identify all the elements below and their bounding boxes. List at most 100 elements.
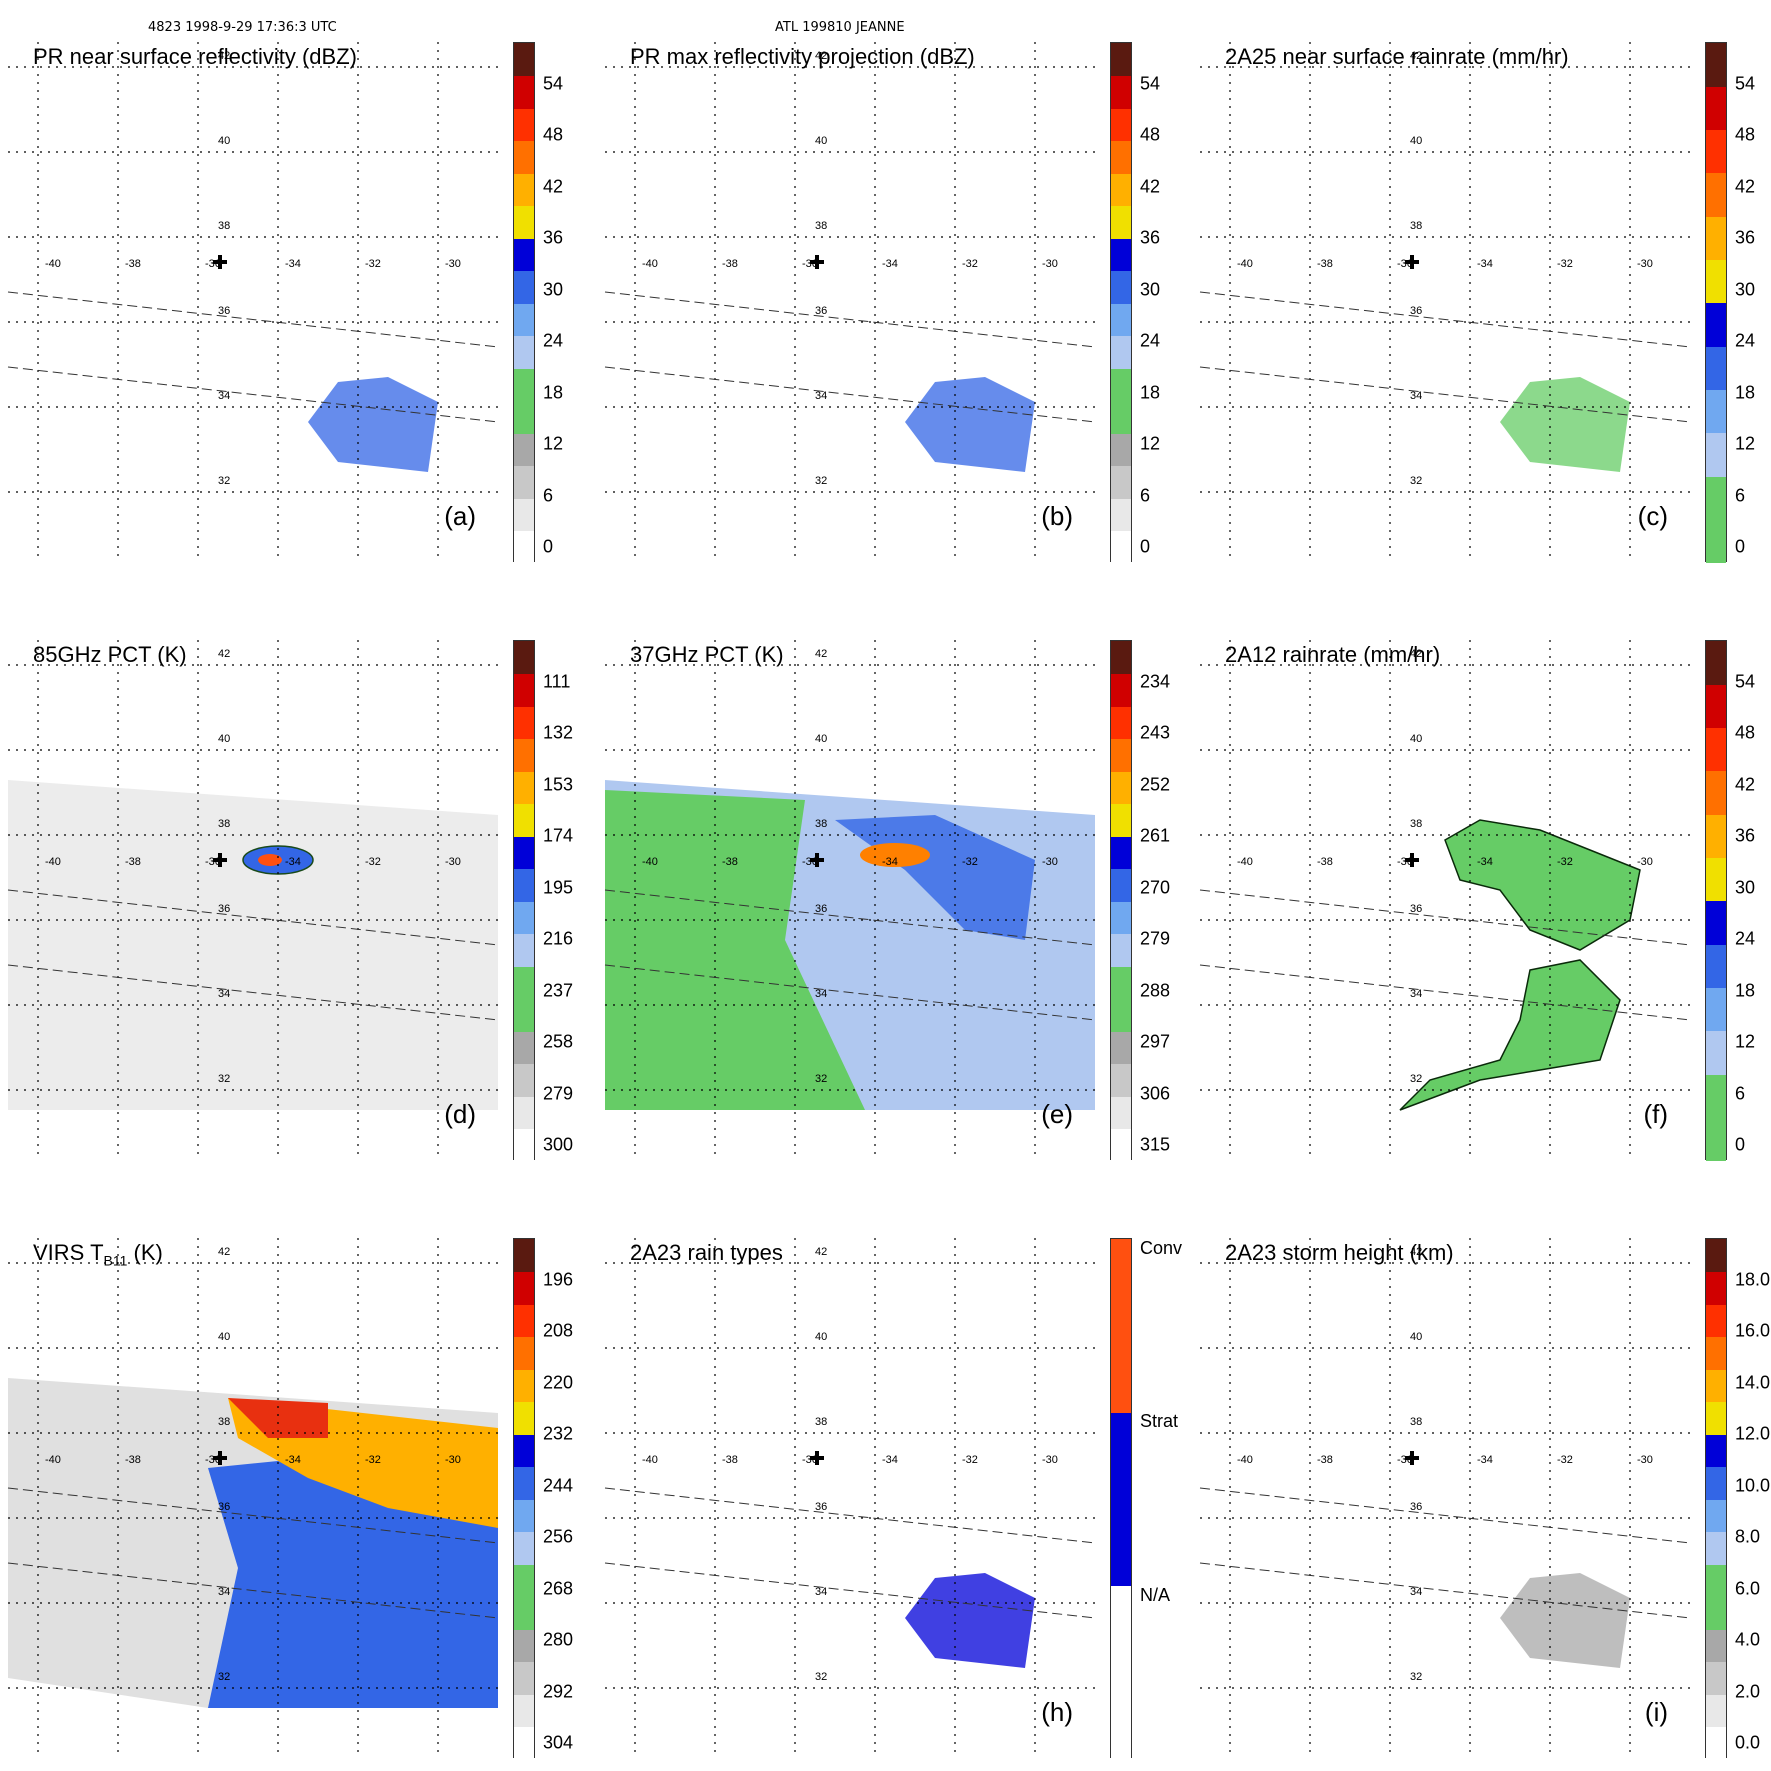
lon-label: -34	[1477, 1454, 1493, 1466]
lon-label: -32	[1557, 856, 1573, 868]
lon-label: -30	[1042, 258, 1058, 270]
storm-name-label: ATL 199810 JEANNE	[775, 20, 905, 35]
lon-label: -30	[1637, 258, 1653, 270]
lon-label: -34	[285, 1454, 301, 1466]
lon-label: -38	[125, 258, 141, 270]
colorbar-segment	[1111, 465, 1131, 499]
colorbar-tick-label: 54	[1140, 73, 1161, 93]
precip-echo	[308, 377, 438, 472]
panel-i: -40 -38 -36 -34 -32 -30 32 34 36 38 40 42 2A23 storm…	[1199, 1238, 1770, 1760]
colorbar-tick-label: 18	[1140, 382, 1161, 402]
lon-label: -34	[882, 258, 898, 270]
colorbar-tick-label: 24	[543, 330, 564, 351]
lat-label: 38	[815, 818, 827, 830]
colorbar-segment	[1706, 1531, 1726, 1565]
colorbar-tick-label: 306	[1140, 1083, 1171, 1103]
colorbar-tick-label: 304	[543, 1732, 574, 1753]
colorbar-tick-label: 288	[1140, 980, 1171, 1000]
colorbar-tick-label: 6	[1140, 485, 1151, 505]
pr-swath-edge	[1199, 889, 1691, 946]
pr-swath-edge	[1199, 291, 1691, 348]
colorbar-segment	[1706, 1336, 1726, 1370]
colorbar-segment	[1706, 173, 1726, 217]
colorbar-tick-label: 300	[543, 1134, 574, 1155]
colorbar-segment	[514, 901, 534, 934]
panel-h: -40 -38 -36 -34 -32 -30 32 34 36 38 40 42 2A23 rain …	[604, 1238, 1182, 1760]
lat-label: 42	[218, 648, 230, 660]
colorbar-segment	[514, 771, 534, 804]
colorbar-segment	[1706, 1401, 1726, 1435]
colorbar-tick-label: 30	[1140, 279, 1161, 299]
colorbar-tick-label: 153	[543, 774, 574, 794]
colorbar-tick-label: 48	[1735, 722, 1756, 743]
colorbar-tick-label: 261	[1140, 825, 1171, 846]
pr-swath-edge	[1199, 964, 1691, 1021]
colorbar-tick-label: 12.0	[1735, 1423, 1771, 1444]
colorbar-segment	[514, 75, 534, 109]
lon-label: -34	[285, 258, 301, 270]
colorbar-segment	[1111, 706, 1131, 739]
colorbar-tick-label: 243	[1140, 722, 1171, 743]
pr-swath-edge	[7, 1487, 499, 1544]
precip-echo	[905, 377, 1035, 472]
colorbar-category-label: Conv	[1140, 1238, 1183, 1258]
lon-label: -32	[365, 258, 381, 270]
colorbar-segment	[1706, 259, 1726, 304]
colorbar-segment	[514, 1499, 534, 1532]
panel-letter: (c)	[1637, 501, 1668, 531]
colorbar-tick-label: 0	[1735, 1134, 1746, 1155]
pr-swath-edge	[1199, 1562, 1691, 1619]
panel-title: 2A25 near surface rainrate (mm/hr)	[1225, 44, 1569, 70]
lat-label: 32	[1410, 1671, 1422, 1683]
lon-label: -38	[1317, 1454, 1333, 1466]
colorbar-ticks: 0 6 12 18 24 30 36 42 48 54	[1735, 42, 1771, 562]
storm-center-cross-icon	[213, 853, 227, 867]
colorbar	[513, 1238, 535, 1760]
colorbar-tick-label: 2.0	[1735, 1681, 1761, 1701]
panel-letter: (b)	[1041, 501, 1073, 531]
colorbar-tick-label: 12	[1735, 433, 1756, 454]
colorbar-segment	[1111, 433, 1131, 466]
colorbar-segment	[1111, 1031, 1131, 1064]
panel-title: 2A12 rainrate (mm/hr)	[1225, 642, 1440, 668]
colorbar-segment	[514, 641, 534, 674]
lon-label: -32	[962, 1454, 978, 1466]
lon-label: -40	[1237, 1454, 1253, 1466]
lat-label: 38	[218, 818, 230, 830]
colorbar-segment	[514, 1694, 534, 1727]
colorbar-segment	[1111, 803, 1131, 837]
colorbar-segment	[514, 1531, 534, 1565]
colorbar-segment	[1111, 1128, 1131, 1162]
lon-label: -38	[722, 856, 738, 868]
colorbar-segment	[1111, 1239, 1131, 1413]
colorbar-tick-label: 30	[1735, 877, 1756, 897]
colorbar-segment	[514, 966, 534, 999]
colorbar-segment	[1111, 901, 1131, 934]
colorbar-tick-label: 216	[543, 928, 574, 949]
colorbar-segment	[1706, 303, 1726, 347]
storm-center-cross-icon	[810, 853, 824, 867]
colorbar-segment	[514, 43, 534, 76]
colorbar	[1705, 1238, 1727, 1760]
precip-echo	[1500, 1573, 1630, 1668]
colorbar-segment	[514, 1661, 534, 1695]
colorbar-segment	[1111, 738, 1131, 772]
colorbar-tick-label: 36	[1735, 227, 1756, 248]
lat-label: 32	[218, 1073, 230, 1085]
panel-title-text: VIRS T	[33, 1240, 104, 1265]
lon-label: -30	[1042, 856, 1058, 868]
lat-label: 42	[1410, 1246, 1422, 1258]
colorbar-tick-label: 18.0	[1735, 1269, 1771, 1289]
colorbar-segment	[1706, 1239, 1726, 1272]
colorbar-segment	[1706, 1596, 1726, 1630]
colorbar-segment	[1111, 933, 1131, 967]
colorbar-tick-label: 36	[543, 227, 564, 248]
pr-swath-edge	[604, 366, 1096, 423]
colorbar	[1110, 1238, 1132, 1760]
colorbar-segment	[514, 836, 534, 869]
lat-label: 36	[218, 305, 230, 317]
panel-title-text: 37GHz PCT (K)	[630, 642, 784, 667]
colorbar-segment	[1706, 476, 1726, 521]
colorbar-segment	[514, 108, 534, 141]
